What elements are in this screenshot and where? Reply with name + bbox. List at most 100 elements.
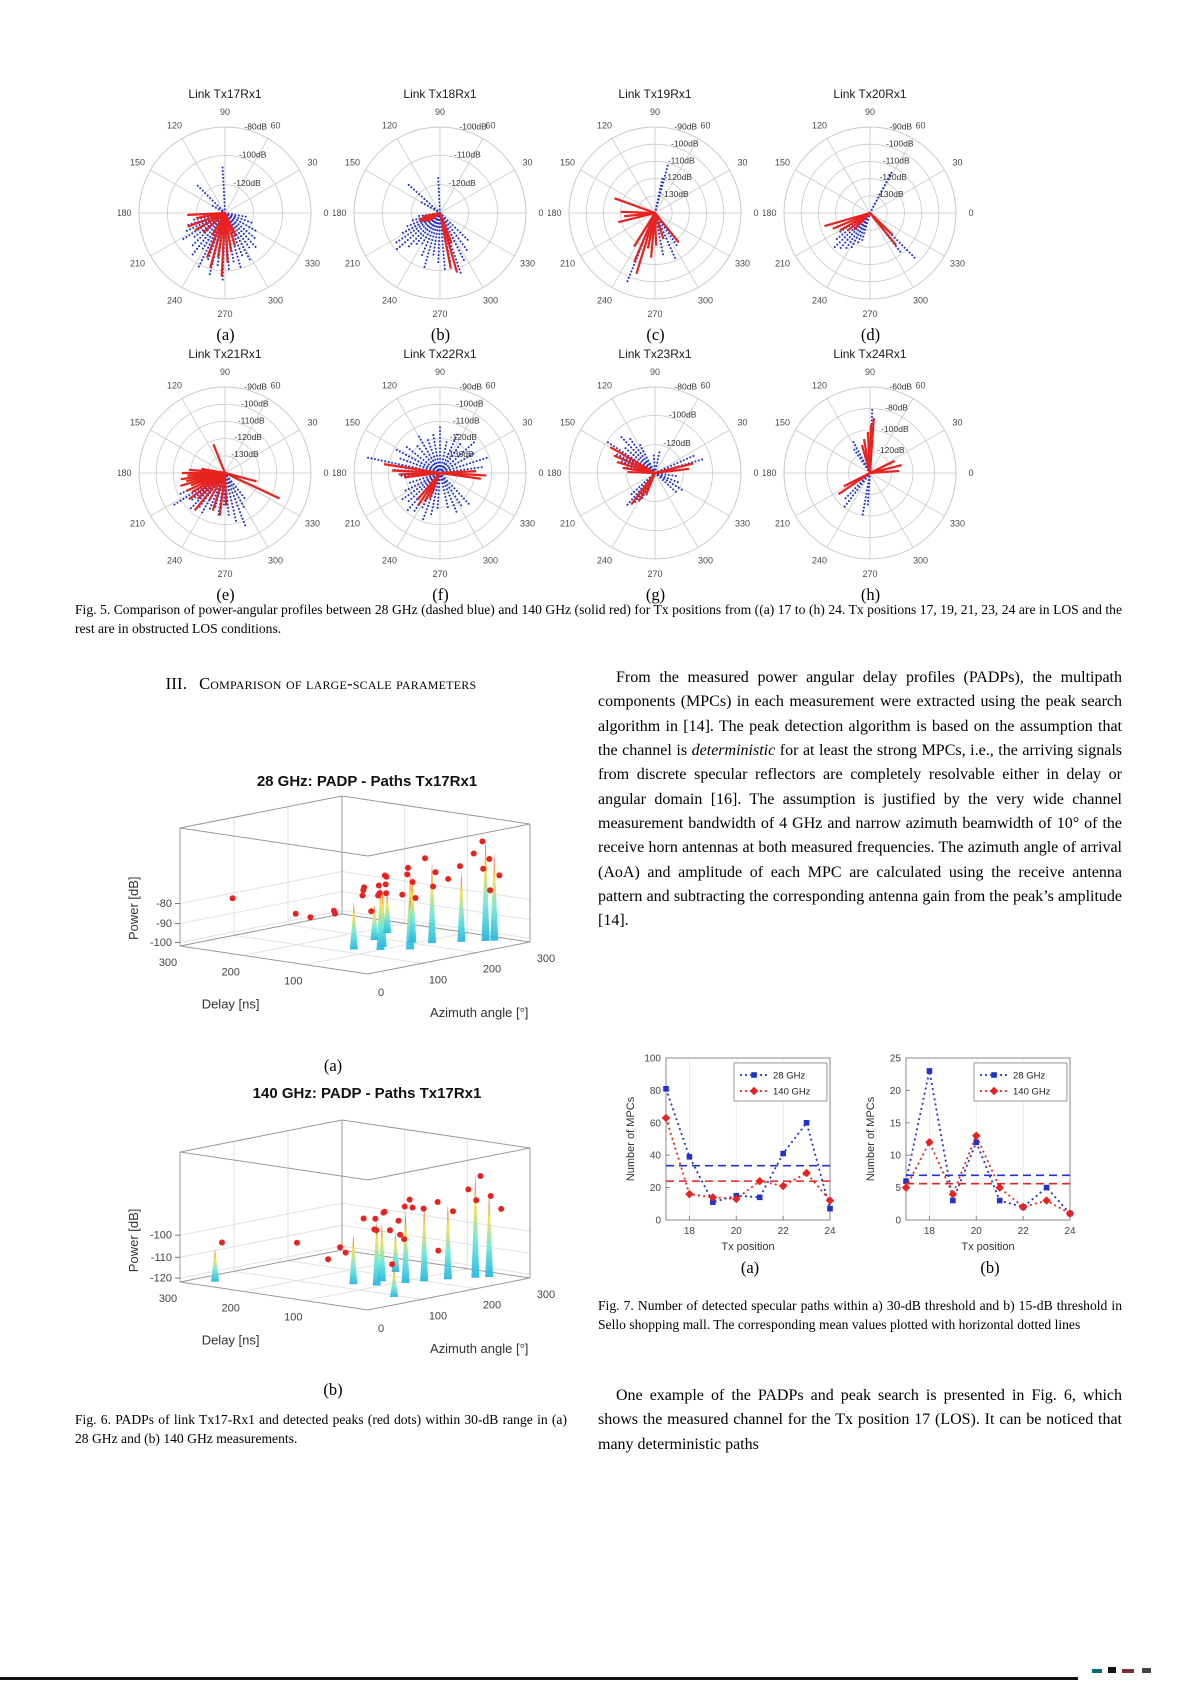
svg-text:60: 60: [700, 381, 710, 391]
polar-cell-tx22: Link Tx22Rx1 0 30 60 90 120 150 180 210 240 270 300…: [333, 345, 548, 605]
svg-text:240: 240: [382, 556, 397, 566]
svg-text:330: 330: [950, 519, 965, 529]
svg-text:60: 60: [915, 121, 925, 131]
figure6-sub-a: (a): [323, 1056, 343, 1075]
svg-text:100: 100: [644, 1054, 661, 1065]
svg-text:300: 300: [268, 556, 283, 566]
svg-text:270: 270: [217, 309, 232, 319]
svg-text:330: 330: [735, 259, 750, 269]
svg-text:10: 10: [890, 1151, 902, 1162]
body-paragraph-1: From the measured power angular delay pr…: [598, 666, 1122, 933]
svg-text:150: 150: [345, 158, 360, 168]
svg-text:Delay [ns]: Delay [ns]: [202, 997, 260, 1012]
svg-text:240: 240: [812, 556, 827, 566]
svg-text:240: 240: [597, 556, 612, 566]
svg-text:300: 300: [698, 556, 713, 566]
svg-text:0: 0: [895, 1216, 901, 1227]
paragraph-text: One example of the PADPs and peak search…: [598, 1387, 1122, 1453]
svg-text:300: 300: [483, 556, 498, 566]
svg-text:240: 240: [597, 296, 612, 306]
polar-cell-tx24: Link Tx24Rx1 0 30 60 90 120 150 180 210 240 270 300…: [763, 345, 978, 605]
svg-text:-130dB: -130dB: [661, 189, 689, 199]
section-title: Comparison of large-scale parameters: [199, 674, 477, 693]
svg-text:240: 240: [382, 296, 397, 306]
polar-chart-tx20: Link Tx20Rx1 0 30 60 90 120 150 180 210 240 270 300…: [763, 87, 974, 319]
svg-text:150: 150: [345, 418, 360, 428]
svg-text:240: 240: [167, 556, 182, 566]
svg-text:300: 300: [159, 1293, 177, 1305]
paragraph-text-cont: for at least the strong MPCs, i.e., the …: [598, 741, 1123, 930]
polar-chart-tx21: Link Tx21Rx1 0 30 60 90 120 150 180 210 240 270 300…: [118, 347, 329, 579]
svg-text:180: 180: [118, 208, 132, 218]
svg-text:120: 120: [167, 121, 182, 131]
svg-text:100: 100: [284, 1312, 302, 1324]
svg-text:24: 24: [824, 1226, 836, 1237]
svg-text:-120dB: -120dB: [880, 172, 908, 182]
svg-text:300: 300: [537, 1289, 555, 1301]
figure5-caption: Fig. 5. Comparison of power-angular prof…: [75, 602, 1122, 637]
figure6-sub-b: (b): [323, 1380, 343, 1399]
corner-artifact: [1108, 1667, 1116, 1673]
svg-text:-90dB: -90dB: [459, 382, 482, 392]
subfigure-label-h: (h): [860, 585, 881, 604]
svg-text:120: 120: [167, 381, 182, 391]
svg-text:180: 180: [763, 468, 777, 478]
svg-text:270: 270: [647, 569, 662, 579]
svg-text:330: 330: [520, 519, 535, 529]
svg-text:0: 0: [753, 208, 758, 218]
svg-text:300: 300: [483, 296, 498, 306]
svg-text:-90dB: -90dB: [674, 122, 697, 132]
svg-text:80: 80: [650, 1086, 662, 1097]
polar-cell-tx17: Link Tx17Rx1 0 30 60 90 120 150 180 210 240 270 300…: [118, 85, 333, 345]
svg-text:0: 0: [753, 468, 758, 478]
svg-text:100: 100: [284, 976, 302, 988]
svg-text:0: 0: [538, 468, 543, 478]
svg-text:22: 22: [778, 1226, 790, 1237]
svg-text:210: 210: [560, 519, 575, 529]
svg-text:-100dB: -100dB: [239, 149, 267, 159]
svg-text:180: 180: [333, 468, 347, 478]
svg-text:330: 330: [950, 259, 965, 269]
svg-text:-100dB: -100dB: [459, 122, 487, 132]
svg-text:180: 180: [118, 468, 132, 478]
svg-text:60: 60: [270, 381, 280, 391]
svg-text:Link Tx22Rx1: Link Tx22Rx1: [403, 347, 476, 361]
figure5-row1: Link Tx17Rx1 0 30 60 90 120 150 180 210 240 270 300…: [118, 85, 978, 345]
svg-text:140 GHz: 140 GHz: [1013, 1087, 1051, 1098]
page-bottom-rule: [0, 1677, 1078, 1680]
svg-text:20: 20: [731, 1226, 743, 1237]
svg-text:-110dB: -110dB: [883, 155, 910, 165]
svg-text:300: 300: [698, 296, 713, 306]
svg-text:210: 210: [130, 259, 145, 269]
svg-text:Power [dB]: Power [dB]: [126, 876, 141, 940]
svg-text:120: 120: [597, 121, 612, 131]
svg-text:-120dB: -120dB: [233, 178, 261, 188]
svg-text:240: 240: [167, 296, 182, 306]
svg-text:210: 210: [345, 259, 360, 269]
svg-text:-120dB: -120dB: [235, 432, 263, 442]
section-heading: III. Comparison of large-scale parameters: [75, 674, 567, 694]
svg-text:300: 300: [268, 296, 283, 306]
svg-text:-90: -90: [156, 918, 172, 930]
svg-text:Link Tx17Rx1: Link Tx17Rx1: [188, 87, 261, 101]
svg-text:30: 30: [522, 418, 532, 428]
svg-text:28 GHz: 28 GHz: [1013, 1071, 1045, 1082]
svg-text:30: 30: [952, 158, 962, 168]
svg-text:0: 0: [378, 1323, 384, 1335]
svg-text:-120dB: -120dB: [665, 172, 693, 182]
polar-cell-tx19: Link Tx19Rx1 0 30 60 90 120 150 180 210 240 270 300…: [548, 85, 763, 345]
svg-text:-120dB: -120dB: [450, 432, 478, 442]
svg-text:-90dB: -90dB: [889, 122, 912, 132]
svg-text:330: 330: [305, 519, 320, 529]
subfigure-label-a: (a): [216, 325, 235, 344]
svg-text:Tx position: Tx position: [961, 1241, 1014, 1253]
svg-text:30: 30: [522, 158, 532, 168]
svg-text:90: 90: [220, 107, 230, 117]
polar-chart-tx24: Link Tx24Rx1 0 30 60 90 120 150 180 210 240 270 300…: [763, 347, 974, 579]
subfigure-label-c: (c): [646, 325, 665, 344]
svg-text:-80dB: -80dB: [674, 382, 697, 392]
svg-text:210: 210: [775, 259, 790, 269]
mpc-count-chart-a: 0 20 40 60 80 100 18 20 22 24 Tx position Number of…: [625, 1054, 836, 1254]
svg-text:270: 270: [432, 309, 447, 319]
svg-text:18: 18: [684, 1226, 696, 1237]
